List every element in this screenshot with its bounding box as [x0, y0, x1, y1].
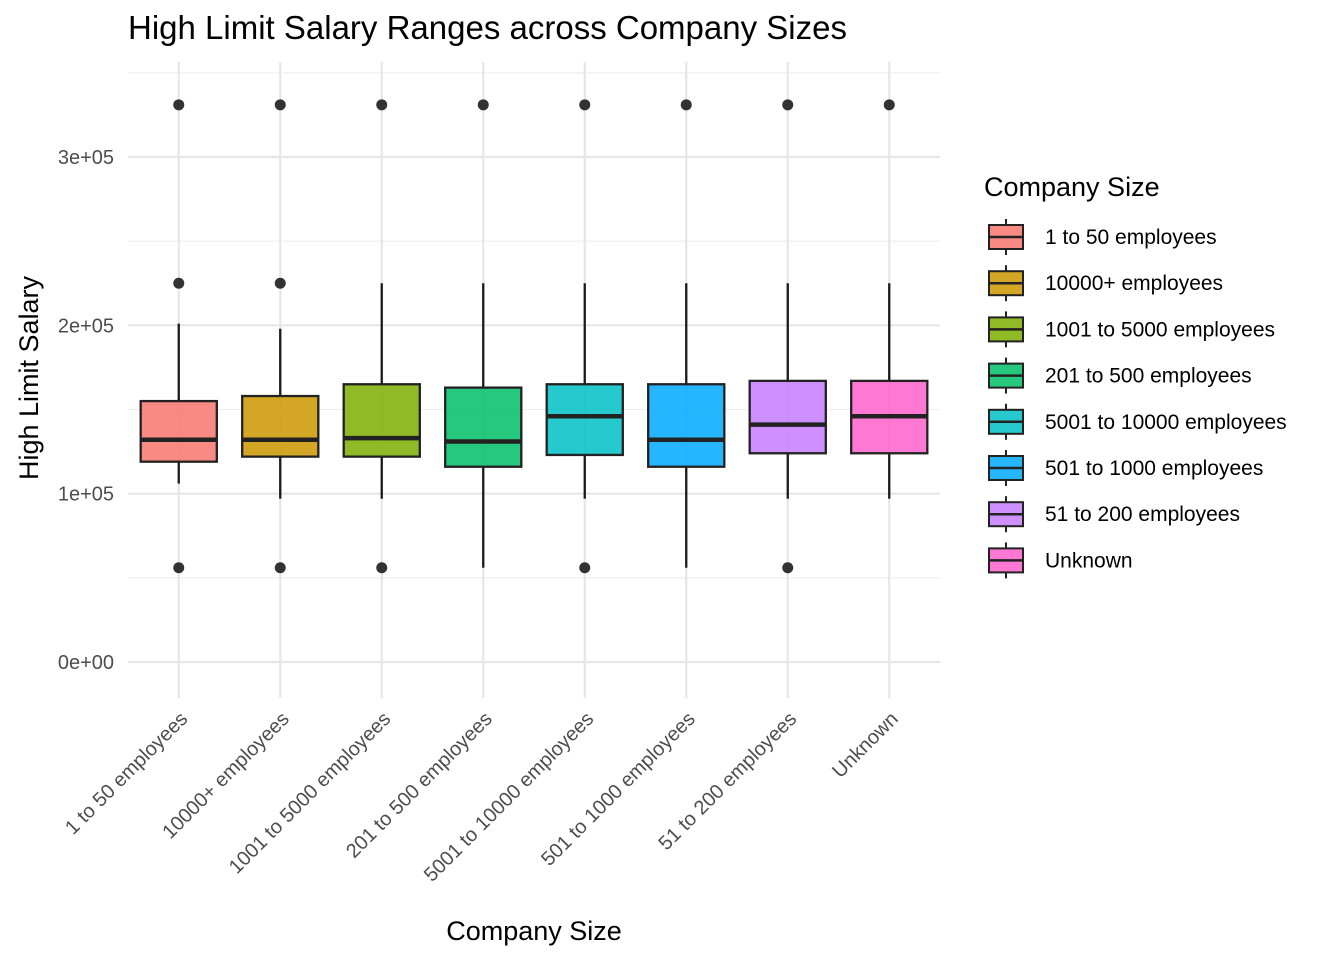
outlier-point: [274, 99, 286, 111]
outlier-point: [173, 277, 185, 289]
legend-label: Unknown: [1045, 549, 1133, 572]
legend-label: 201 to 500 employees: [1045, 365, 1252, 388]
legend-label: 5001 to 10000 employees: [1045, 411, 1287, 434]
outlier-point: [376, 562, 388, 574]
legend-key: [988, 357, 1024, 394]
outlier-point: [883, 99, 895, 111]
legend-label: 10000+ employees: [1045, 272, 1223, 295]
outlier-point: [274, 562, 286, 574]
boxplot-group: [444, 99, 523, 568]
outlier-point: [680, 99, 692, 111]
x-tick-label: 5001 to 10000 employees: [420, 708, 598, 886]
legend-key: [988, 219, 1024, 255]
outlier-point: [173, 99, 185, 111]
legend-label: 1 to 50 employees: [1045, 226, 1217, 249]
box: [748, 379, 827, 455]
y-tick-label: 1e+05: [58, 484, 114, 506]
outlier-point: [579, 99, 591, 111]
legend-key: [988, 542, 1024, 579]
boxplot-group: [545, 99, 624, 574]
legend: Company Size 1 to 50 employees 10000+ emp…: [984, 172, 1287, 579]
outlier-point: [782, 562, 794, 574]
chart-title: High Limit Salary Ranges across Company …: [128, 9, 847, 46]
legend-key: [988, 496, 1024, 533]
outlier-point: [376, 99, 388, 111]
y-tick-label: 0e+00: [58, 652, 114, 674]
legend-key: [988, 311, 1024, 348]
box: [139, 399, 218, 463]
box: [444, 386, 523, 468]
box: [647, 383, 726, 468]
boxplot-group: [748, 99, 827, 574]
box: [545, 383, 624, 457]
legend-title: Company Size: [984, 172, 1160, 202]
legend-key: [988, 265, 1024, 302]
x-tick-label: 1001 to 5000 employees: [225, 708, 395, 878]
outlier-point: [274, 277, 286, 289]
box: [342, 383, 421, 458]
box: [241, 394, 320, 458]
legend-key: [988, 450, 1024, 486]
y-axis-title: High Limit Salary: [14, 275, 44, 480]
outlier-point: [579, 562, 591, 574]
outlier-point: [173, 562, 185, 574]
boxplot-group: [241, 99, 320, 574]
legend-label: 501 to 1000 employees: [1045, 457, 1263, 480]
boxplot-series: [139, 99, 929, 574]
boxplot-group: [647, 99, 726, 568]
outlier-point: [782, 99, 794, 111]
outlier-point: [477, 99, 489, 111]
legend-label: 51 to 200 employees: [1045, 503, 1240, 526]
x-axis-title: Company Size: [446, 916, 622, 946]
legend-key: [988, 403, 1024, 440]
y-tick-label: 2e+05: [58, 315, 114, 337]
boxplot-group: [850, 99, 929, 499]
y-tick-label: 3e+05: [58, 147, 114, 169]
boxplot-group: [342, 99, 421, 574]
boxplot-group: [139, 99, 218, 574]
x-tick-label: Unknown: [828, 708, 903, 783]
legend-label: 1001 to 5000 employees: [1045, 318, 1275, 341]
